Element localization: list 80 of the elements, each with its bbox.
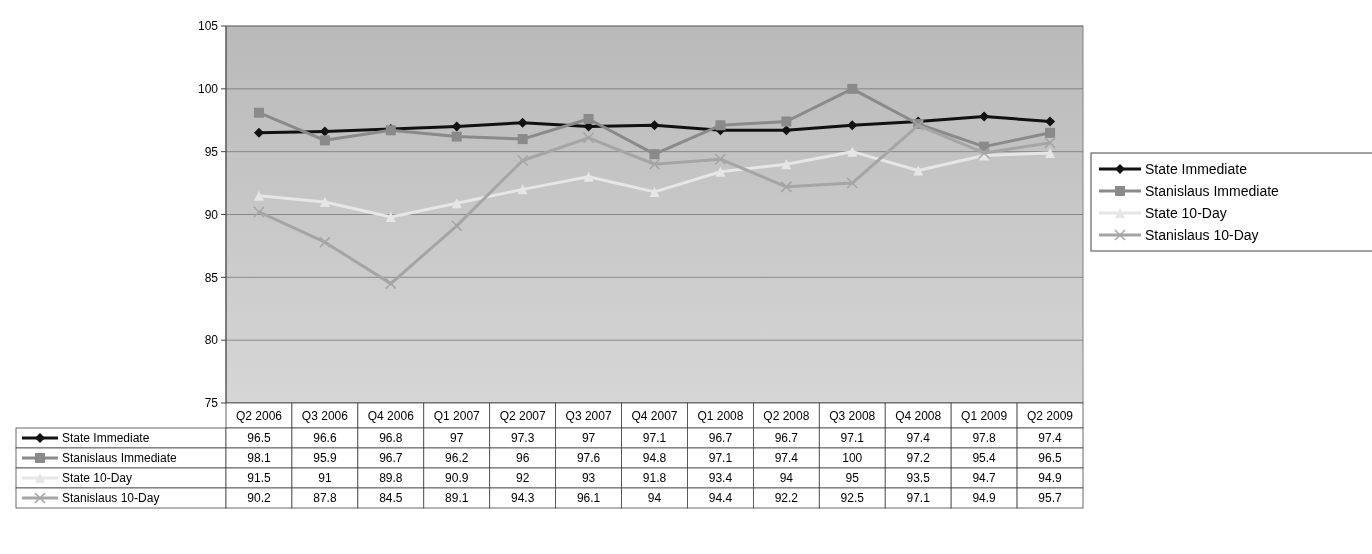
data-label: 95.7 xyxy=(1038,491,1063,506)
data-label: 97.1 xyxy=(906,491,931,506)
x-tick-label: Q4 2006 xyxy=(367,408,415,423)
x-tick-label: Q4 2007 xyxy=(631,408,678,423)
x-tick-label: Q3 2008 xyxy=(829,408,876,423)
y-tick-label: 100 xyxy=(197,82,219,97)
data-label: 89.1 xyxy=(445,491,469,506)
data-label: 94.4 xyxy=(708,491,733,506)
data-label: 94.9 xyxy=(972,491,997,506)
x-tick-label: Q3 2006 xyxy=(301,408,349,423)
data-label: 96.7 xyxy=(774,431,799,446)
y-tick-label: 90 xyxy=(204,207,219,222)
data-label: 97 xyxy=(581,431,596,446)
x-tick-label: Q2 2008 xyxy=(763,408,810,423)
data-label: 91.8 xyxy=(642,471,667,486)
data-label: 87.8 xyxy=(313,491,337,506)
data-label: 92.5 xyxy=(840,491,865,506)
data-label: 90.9 xyxy=(445,471,469,486)
y-tick-label: 95 xyxy=(204,144,219,159)
data-label: 89.8 xyxy=(379,471,403,486)
text: State 10-Day xyxy=(62,471,133,486)
text: Stanislaus Immediate xyxy=(62,451,177,466)
data-label: 97.4 xyxy=(1038,431,1063,446)
data-label: 97.8 xyxy=(972,431,997,446)
data-label: 91.5 xyxy=(247,471,271,486)
legend-label: State 10-Day xyxy=(1145,204,1227,221)
data-label: 92 xyxy=(515,471,530,486)
x-tick-label: Q2 2009 xyxy=(1027,408,1074,423)
data-label: 84.5 xyxy=(379,491,403,506)
legend-label: State Immediate xyxy=(1145,160,1248,177)
y-tick-label: 105 xyxy=(197,19,219,34)
data-label: 96.7 xyxy=(708,431,733,446)
data-label: 97.4 xyxy=(774,451,799,466)
data-label: 95.4 xyxy=(972,451,997,466)
x-tick-label: Q3 2007 xyxy=(565,408,612,423)
y-tick-label: 80 xyxy=(204,333,219,348)
data-label: 97.4 xyxy=(906,431,931,446)
data-label: 97 xyxy=(450,431,464,446)
data-label: 94.8 xyxy=(642,451,667,466)
data-label: 100 xyxy=(842,451,863,466)
x-tick-label: Q2 2007 xyxy=(499,408,546,423)
x-tick-label: Q4 2008 xyxy=(895,408,942,423)
x-tick-label: Q1 2009 xyxy=(961,408,1008,423)
data-label: 96.1 xyxy=(576,491,601,506)
data-label: 94.3 xyxy=(510,491,535,506)
data-label: 96.8 xyxy=(379,431,403,446)
y-tick-label: 85 xyxy=(204,270,219,285)
data-label: 97.1 xyxy=(708,451,733,466)
data-label: 94.9 xyxy=(1038,471,1063,486)
legend-label: Stanislaus 10-Day xyxy=(1145,226,1259,243)
data-label: 94 xyxy=(779,471,794,486)
data-label: 97.3 xyxy=(510,431,535,446)
data-label: 93 xyxy=(581,471,596,486)
data-label: 96.5 xyxy=(1038,451,1063,466)
data-label: 97.1 xyxy=(642,431,667,446)
x-tick-label: Q1 2007 xyxy=(433,408,481,423)
data-label: 96.5 xyxy=(247,431,271,446)
data-label: 98.1 xyxy=(247,451,271,466)
legend-label: Stanislaus Immediate xyxy=(1145,182,1280,199)
x-tick-label: Q1 2008 xyxy=(697,408,744,423)
data-label: 93.5 xyxy=(906,471,931,486)
x-tick-label: Q2 2006 xyxy=(235,408,283,423)
data-label: 97.6 xyxy=(576,451,601,466)
data-label: 96.2 xyxy=(445,451,469,466)
data-label: 97.2 xyxy=(906,451,931,466)
data-label: 93.4 xyxy=(708,471,733,486)
data-label: 94 xyxy=(647,491,662,506)
data-label: 92.2 xyxy=(774,491,799,506)
data-label: 94.7 xyxy=(972,471,997,486)
data-label: 97.1 xyxy=(840,431,865,446)
data-label: 91 xyxy=(318,471,332,486)
data-label: 96.6 xyxy=(313,431,337,446)
data-label: 95 xyxy=(845,471,860,486)
data-label: 96 xyxy=(515,451,530,466)
text: Stanislaus 10-Day xyxy=(62,491,160,506)
data-label: 95.9 xyxy=(313,451,337,466)
data-label: 90.2 xyxy=(247,491,271,506)
data-label: 96.7 xyxy=(379,451,403,466)
y-tick-label: 75 xyxy=(204,396,219,411)
text: State Immediate xyxy=(62,431,150,446)
